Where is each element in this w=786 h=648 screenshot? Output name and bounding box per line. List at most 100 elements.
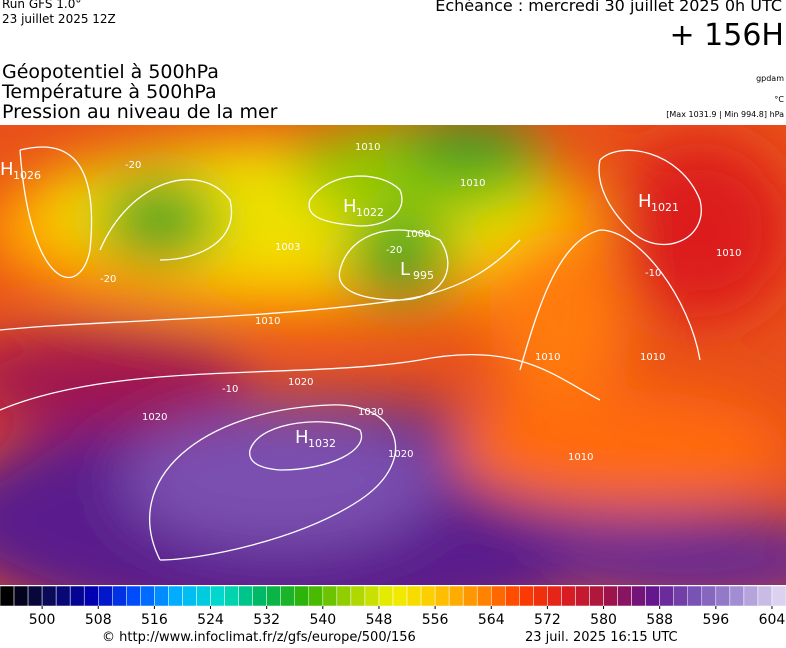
center-value: 1021: [651, 201, 679, 214]
colorbar-cell: [27, 585, 43, 607]
colorbar-label: 556: [422, 612, 449, 628]
colorbar-cell: [729, 585, 745, 607]
contour-label: 1020: [388, 449, 413, 460]
contour-label: -20: [125, 160, 141, 171]
colorbar-cell: [659, 585, 674, 607]
colorbar-cell: [631, 585, 646, 607]
colorbar-cell: [294, 585, 310, 607]
colorbar-cell: [701, 585, 717, 607]
colorbar-cell: [98, 585, 113, 607]
colorbar-cell: [364, 585, 380, 607]
colorbar-label: 588: [646, 612, 673, 628]
colorbar-cell: [392, 585, 408, 607]
contour-label: 1030: [358, 407, 383, 418]
colorbar-label: 532: [253, 612, 280, 628]
colorbar-label: 524: [197, 612, 224, 628]
extremes: [Max 1031.9 | Min 994.8] hPa: [666, 110, 784, 119]
map: [0, 125, 786, 585]
colorbar-cell: [69, 585, 85, 607]
colorbar-cell: [126, 585, 141, 607]
contour-label: 1010: [716, 248, 741, 259]
center-letter: H: [638, 191, 652, 212]
colorbar-label: 572: [534, 612, 561, 628]
colorbar-cell: [280, 585, 296, 607]
contour-label: 1003: [275, 242, 300, 253]
colorbar-cell: [589, 585, 604, 607]
colorbar-cell: [196, 585, 211, 607]
colorbar-label: 564: [478, 612, 505, 628]
colorbar-cell: [266, 585, 281, 607]
colorbar-cell: [715, 585, 731, 607]
field: Géopotentiel à 500hPa: [2, 61, 219, 83]
source: © http://www.infoclimat.fr/z/gfs/europe/…: [102, 630, 416, 645]
colorbar-cell: [757, 585, 773, 607]
contour-label: 1000: [405, 229, 430, 240]
field: Température à 500hPa: [2, 81, 217, 103]
colorbar-label: 596: [702, 612, 729, 628]
contour-label: -10: [645, 268, 661, 279]
colorbar-cell: [406, 585, 422, 607]
colorbar-cell: [547, 585, 562, 607]
colorbar: 500 508 516 524 532 540 548 556 564 572 580 588 596 6…: [0, 585, 786, 628]
lead-time: + 156H: [669, 18, 785, 53]
unit: gpdam: [756, 74, 784, 83]
colorbar-cell: [491, 585, 506, 607]
colorbar-cell: [238, 585, 253, 607]
colorbar-label: 580: [590, 612, 617, 628]
colorbar-cell: [210, 585, 225, 607]
unit: °C: [774, 95, 784, 104]
colorbar-cell: [505, 585, 520, 607]
colorbar-cell: [645, 585, 660, 607]
center-value: 995: [413, 269, 434, 282]
run-date: 23 juillet 2025 12Z: [2, 12, 116, 26]
colorbar-label: 508: [85, 612, 112, 628]
center-letter: L: [400, 259, 410, 280]
center-letter: H: [0, 159, 14, 180]
colorbar-cell: [154, 585, 169, 607]
contour-label: -10: [222, 384, 238, 395]
colorbar-cell: [420, 585, 436, 607]
colorbar-cell: [336, 585, 352, 607]
colorbar-cell: [575, 585, 590, 607]
contour-label: -20: [100, 274, 116, 285]
contour-label: -20: [386, 245, 402, 256]
colorbar-label: 516: [141, 612, 168, 628]
colorbar-cell: [462, 585, 478, 607]
contour-label: 1020: [142, 412, 167, 423]
generated: 23 juil. 2025 16:15 UTC: [525, 630, 678, 645]
colorbar-label: 540: [309, 612, 336, 628]
colorbar-cell: [322, 585, 338, 607]
colorbar-cell: [140, 585, 155, 607]
center-letter: H: [343, 196, 357, 217]
colorbar-cell: [476, 585, 492, 607]
colorbar-cell: [561, 585, 576, 607]
colorbar-cell: [617, 585, 632, 607]
center-letter: H: [295, 427, 309, 448]
center-value: 1026: [13, 169, 41, 182]
contour-label: 1010: [640, 352, 665, 363]
colorbar-cell: [308, 585, 324, 607]
colorbar-label: 604: [759, 612, 786, 628]
colorbar-cell: [687, 585, 703, 607]
colorbar-cell: [533, 585, 548, 607]
colorbar-cell: [771, 585, 786, 607]
colorbar-cell: [0, 585, 15, 607]
colorbar-cell: [182, 585, 197, 607]
center-value: 1022: [356, 206, 384, 219]
colorbar-label: 548: [366, 612, 393, 628]
isobars: [0, 146, 702, 561]
valid-time: Echéance : mercredi 30 juillet 2025 0h U…: [435, 0, 782, 15]
colorbar-cell: [673, 585, 689, 607]
contour-label: 1010: [255, 316, 280, 327]
contour-label: 1020: [288, 377, 313, 388]
colorbar-cell: [448, 585, 464, 607]
colorbar-label: 500: [29, 612, 56, 628]
colorbar-cell: [350, 585, 366, 607]
contour-label: 1010: [460, 178, 485, 189]
colorbar-cell: [743, 585, 759, 607]
colorbar-cell: [378, 585, 394, 607]
colorbar-cell: [112, 585, 127, 607]
colorbar-cell: [168, 585, 183, 607]
